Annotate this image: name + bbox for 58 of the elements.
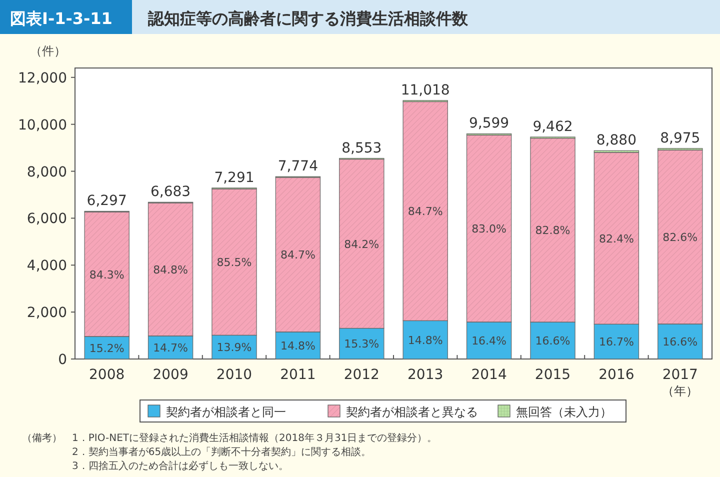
annotation: 84.7% [408, 205, 443, 218]
y-tick-label: 2,000 [26, 305, 67, 322]
y-tick-label: 8,000 [26, 164, 67, 180]
x-tick-label: 2008 [89, 367, 125, 383]
annotation: 84.7% [280, 248, 316, 262]
total-label: 9,462 [532, 118, 573, 135]
annotation: 82.6% [662, 231, 698, 244]
x-tick-label: 2017 [662, 367, 698, 383]
legend-label: 契約者が相談者と同一 [166, 405, 286, 419]
text: 3．四捨五入のため合計は必ずしも一致しない。 [72, 460, 288, 472]
text: 図表Ⅰ-1-3-11 [10, 9, 112, 28]
total-label: 6,297 [86, 193, 127, 210]
text: （備考） [22, 432, 62, 444]
annotation: 14.7% [153, 341, 188, 354]
annotation: 13.9% [216, 341, 252, 354]
total-label: 6,683 [150, 184, 191, 200]
annotation: 83.0% [472, 222, 507, 236]
x-tick-label: 2013 [408, 367, 444, 383]
x-tick-label: 2009 [152, 367, 188, 383]
y-tick-label: 12,000 [18, 70, 67, 86]
annotation: 82.8% [535, 224, 570, 238]
total-label: 11,018 [400, 82, 450, 98]
x-tick-label: 2012 [344, 367, 380, 383]
annotation: 84.2% [344, 238, 380, 251]
total-label: 7,291 [214, 170, 254, 186]
annotation: 15.2% [89, 342, 124, 355]
annotation: 14.8% [408, 334, 443, 347]
annotation: 16.4% [472, 334, 507, 348]
annotation: 16.6% [662, 336, 698, 349]
text: 2．契約当事者が65歳以上の「判断不十分者契約」に関する相談。 [72, 446, 372, 458]
annotation: 84.8% [153, 263, 188, 276]
x-tick-label: 2010 [216, 367, 252, 383]
total-label: 8,975 [660, 130, 700, 146]
annotation: 84.3% [89, 268, 124, 282]
annotation: 14.8% [280, 339, 316, 352]
chart-title: 認知症等の高齢者に関する消費生活相談件数 [147, 9, 469, 28]
annotation: 15.3% [344, 338, 380, 351]
legend-label: 無回答（未入力） [516, 405, 612, 419]
y-tick-label: 10,000 [18, 117, 67, 134]
annotation: 85.5% [216, 256, 252, 270]
annotation: 16.6% [535, 334, 570, 348]
y-tick-label: 4,000 [26, 258, 67, 274]
x-tick-label: 2011 [280, 367, 316, 383]
y-axis-title: （件） [30, 44, 66, 58]
y-tick-label: 0 [58, 352, 67, 368]
annotation: 16.7% [598, 336, 634, 349]
x-tick-label: 2015 [534, 367, 571, 383]
legend-label: 契約者が相談者と異なる [346, 405, 478, 419]
total-label: 8,880 [596, 132, 636, 149]
total-label: 9,599 [469, 116, 510, 132]
x-axis-title: （年） [662, 384, 698, 398]
annotation: 82.4% [598, 232, 634, 246]
y-tick-label: 6,000 [26, 211, 67, 228]
total-label: 7,774 [278, 158, 318, 175]
total-label: 8,553 [342, 140, 382, 156]
x-tick-label: 2014 [471, 367, 507, 383]
text: 1．PIO-NETに登録された消費生活相談情報（2018年３月31日までの登録分）。 [72, 432, 438, 444]
x-tick-label: 2016 [598, 367, 634, 383]
